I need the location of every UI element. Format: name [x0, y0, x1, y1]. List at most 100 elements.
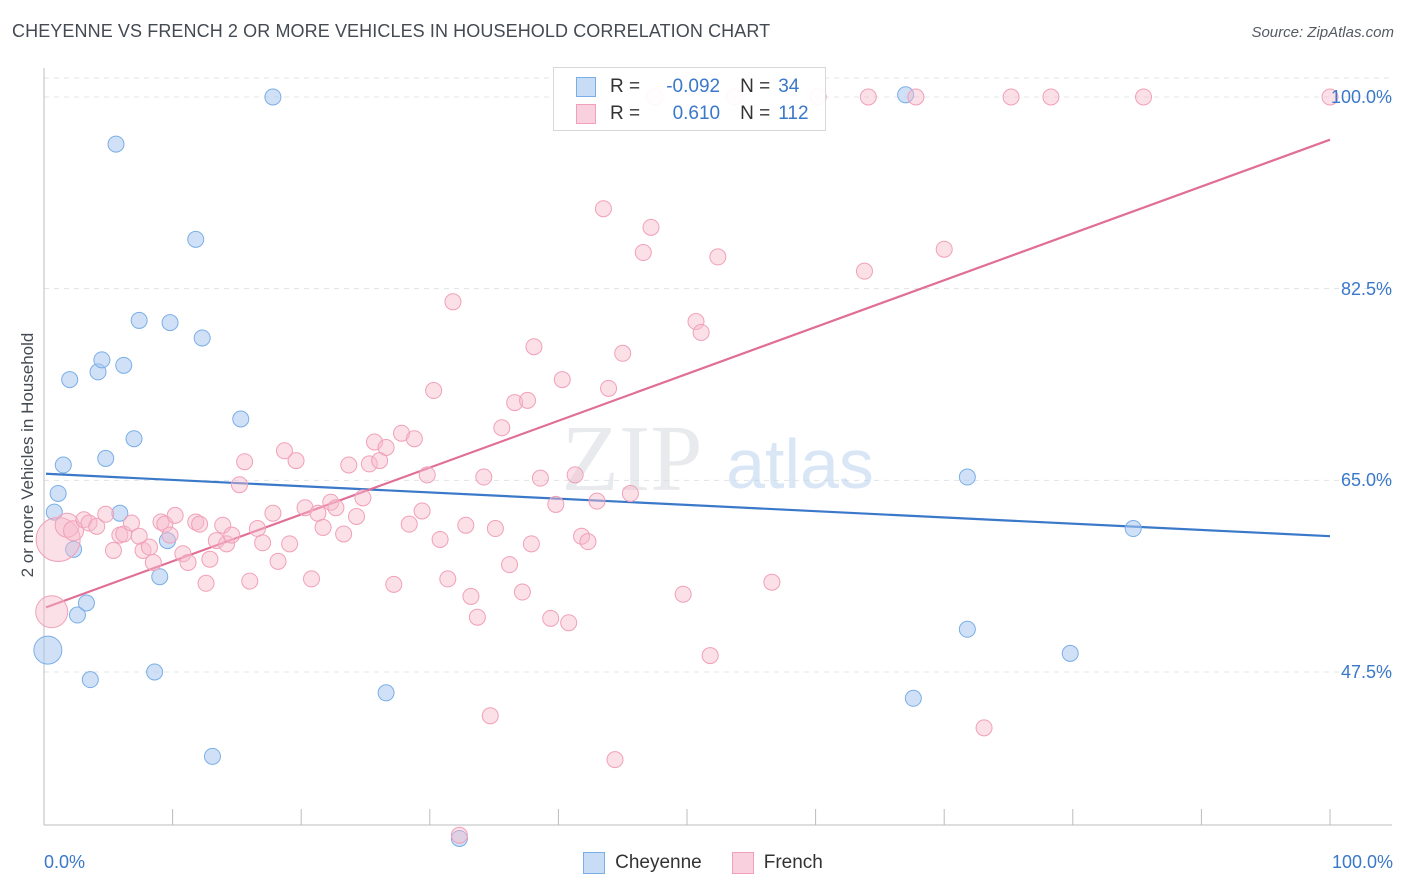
point-french: [493, 419, 511, 437]
point-french: [531, 469, 549, 487]
point-french: [709, 248, 727, 266]
point-cheyenne: [161, 314, 179, 332]
point-french: [360, 455, 378, 473]
point-french: [522, 535, 540, 553]
legend-item-french[interactable]: French: [731, 852, 823, 874]
point-french: [634, 244, 652, 262]
point-cheyenne: [1061, 644, 1079, 662]
point-cheyenne: [897, 86, 915, 104]
point-french: [377, 438, 395, 456]
point-cheyenne: [232, 410, 250, 428]
point-french: [405, 430, 423, 448]
point-cheyenne: [1124, 520, 1142, 538]
point-french: [302, 570, 320, 588]
point-french: [692, 323, 710, 341]
legend-swatch-cheyenne: [576, 77, 596, 97]
point-french: [314, 518, 332, 536]
point-french: [444, 293, 462, 311]
point-cheyenne: [97, 449, 115, 467]
point-cheyenne: [193, 329, 211, 347]
legend-label-french: French: [763, 852, 823, 873]
chart-title: CHEYENNE VS FRENCH 2 OR MORE VEHICLES IN…: [12, 21, 771, 41]
point-cheyenne: [61, 371, 79, 389]
legend-row-cheyenne: R = -0.092 N = 34: [576, 74, 799, 100]
point-french: [179, 553, 197, 571]
point-cheyenne: [33, 635, 63, 665]
point-cheyenne: [130, 311, 148, 329]
point-french: [588, 492, 606, 510]
legend-swatch-french: [731, 852, 754, 874]
point-french: [207, 532, 225, 550]
point-french: [1002, 88, 1020, 106]
point-french: [97, 505, 115, 523]
point-cheyenne: [93, 351, 111, 369]
y-axis-label: 2 or more Vehicles in Household: [18, 332, 37, 578]
point-french: [642, 218, 660, 236]
point-cheyenne: [958, 468, 976, 486]
point-french: [340, 456, 358, 474]
point-french: [462, 587, 480, 605]
point-french: [309, 504, 327, 522]
point-cheyenne: [107, 135, 125, 153]
point-french: [393, 424, 411, 442]
y-tick-label: 100.0%: [1330, 87, 1392, 107]
point-french: [907, 88, 925, 106]
point-french: [54, 512, 80, 538]
point-french: [542, 609, 560, 627]
point-french: [501, 556, 519, 574]
point-french: [431, 530, 449, 548]
stats-legend: R = -0.092 N = 34 R = 0.610 N = 112: [553, 67, 826, 131]
point-cheyenne: [264, 88, 282, 106]
point-french: [425, 382, 443, 400]
legend-r-value-french: 0.610: [672, 103, 721, 124]
point-french: [269, 552, 287, 570]
point-cheyenne: [115, 356, 133, 374]
point-french: [161, 526, 179, 544]
point-cheyenne: [958, 620, 976, 638]
legend-row-french: R = 0.610 N = 112: [576, 101, 809, 127]
point-french: [335, 525, 353, 543]
point-french: [600, 379, 618, 397]
point-cheyenne: [187, 230, 205, 248]
legend-label-cheyenne: Cheyenne: [615, 852, 702, 873]
point-cheyenne: [49, 484, 67, 502]
point-french: [413, 502, 431, 520]
point-french: [486, 520, 504, 538]
point-cheyenne: [203, 747, 221, 765]
point-french: [513, 583, 531, 601]
point-french: [144, 553, 162, 571]
point-french: [687, 313, 705, 331]
x-tick-label-min: 0.0%: [44, 852, 86, 872]
point-cheyenne: [111, 504, 129, 522]
point-french: [418, 466, 436, 484]
point-french: [201, 550, 219, 568]
point-french: [439, 570, 457, 588]
point-french: [594, 200, 612, 218]
point-french: [519, 391, 537, 409]
point-french: [975, 719, 993, 737]
point-french: [859, 88, 877, 106]
point-french: [354, 489, 372, 507]
legend-n-value-french: 112: [778, 103, 809, 124]
legend-r-label: R =: [610, 76, 641, 97]
point-french: [88, 517, 106, 535]
point-french: [104, 541, 122, 559]
legend-n-value-cheyenne: 34: [778, 76, 800, 97]
point-french: [701, 647, 719, 665]
point-french: [223, 526, 241, 544]
point-french: [140, 538, 158, 556]
point-cheyenne: [45, 503, 63, 521]
legend-swatch-cheyenne: [583, 852, 606, 874]
legend-swatch-french: [576, 104, 596, 124]
point-french: [614, 344, 632, 362]
axes: [43, 68, 1392, 826]
point-french: [264, 504, 282, 522]
legend-item-cheyenne[interactable]: Cheyenne: [583, 852, 702, 874]
y-tick-label: 47.5%: [1340, 662, 1392, 682]
point-french: [674, 585, 692, 603]
point-cheyenne: [77, 594, 95, 612]
point-french: [122, 514, 140, 532]
y-tick-label: 82.5%: [1340, 278, 1392, 299]
point-french: [287, 452, 305, 470]
point-cheyenne: [65, 540, 83, 558]
